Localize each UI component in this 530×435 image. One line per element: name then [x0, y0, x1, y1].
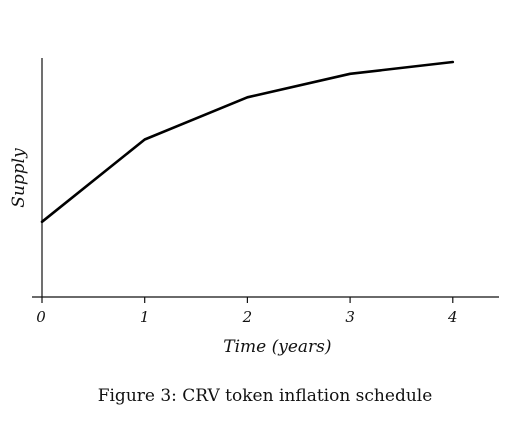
figure-caption: Figure 3: CRV token inflation schedule — [97, 386, 433, 406]
supply-series-line — [40, 60, 455, 224]
x-tick-label-3: 3 — [345, 308, 355, 326]
x-tick-label-0: 0 — [36, 308, 46, 326]
x-tick-label-2: 2 — [242, 308, 253, 326]
x-ticks: 0 1 2 3 4 — [36, 297, 458, 326]
x-axis-title: Time (years) — [223, 337, 331, 357]
y-axis-title: Supply — [9, 148, 29, 208]
chart: 0 1 2 3 4 Time (years) Supply — [9, 58, 499, 357]
x-tick-label-4: 4 — [447, 308, 458, 326]
x-tick-label-1: 1 — [140, 308, 150, 326]
